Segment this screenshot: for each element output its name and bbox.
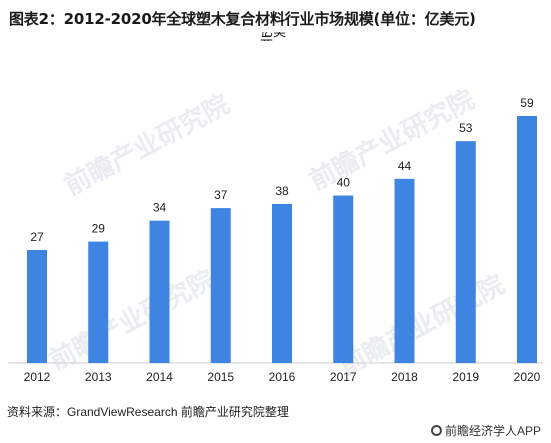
bar-2016 bbox=[272, 203, 292, 363]
value-labels-group: 27 29 34 37 38 40 44 53 59 bbox=[30, 96, 534, 244]
value-label-2014: 34 bbox=[153, 201, 167, 215]
value-label-2013: 29 bbox=[92, 222, 106, 236]
x-tick-2012: 2012 bbox=[24, 370, 51, 384]
x-tick-2013: 2013 bbox=[85, 370, 112, 384]
x-tick-2015: 2015 bbox=[207, 370, 234, 384]
x-tick-2019: 2019 bbox=[452, 370, 479, 384]
brand-footer: 前瞻经济学人APP bbox=[430, 422, 541, 439]
bar-2018 bbox=[394, 178, 415, 363]
value-label-2016: 38 bbox=[275, 184, 289, 198]
bar-2013 bbox=[88, 241, 109, 363]
bars-group bbox=[27, 116, 537, 363]
x-tick-2020: 2020 bbox=[514, 370, 541, 384]
value-label-2019: 53 bbox=[459, 121, 473, 135]
bar-2014 bbox=[149, 220, 170, 363]
source-note: 资料来源：GrandViewResearch 前瞻产业研究院整理 bbox=[7, 405, 289, 419]
bar-2017 bbox=[333, 195, 354, 363]
bar-2012 bbox=[27, 249, 47, 363]
brand-logo-icon bbox=[430, 425, 442, 436]
x-tick-2014: 2014 bbox=[146, 370, 173, 384]
bar-2020 bbox=[517, 116, 537, 363]
x-tick-labels-group: 2012 2013 2014 2015 2016 2017 2018 2019 2020 bbox=[24, 370, 541, 384]
brand-text: 前瞻经济学人APP bbox=[444, 424, 541, 438]
value-label-2012: 27 bbox=[30, 230, 44, 244]
value-label-2018: 44 bbox=[398, 159, 412, 173]
x-tick-2018: 2018 bbox=[391, 370, 418, 384]
x-tick-2017: 2017 bbox=[330, 370, 357, 384]
value-label-2015: 37 bbox=[214, 188, 228, 202]
bar-2019 bbox=[455, 141, 476, 363]
x-tick-2016: 2016 bbox=[269, 370, 296, 384]
chart-title: 图表2：2012-2020年全球塑木复合材料行业市场规模(单位：亿美元) bbox=[9, 10, 476, 28]
value-label-2017: 40 bbox=[337, 176, 351, 190]
bar-2015 bbox=[210, 208, 231, 363]
title-clipped-fragment: 亿美元 bbox=[260, 32, 287, 41]
value-label-2020: 59 bbox=[520, 96, 534, 110]
